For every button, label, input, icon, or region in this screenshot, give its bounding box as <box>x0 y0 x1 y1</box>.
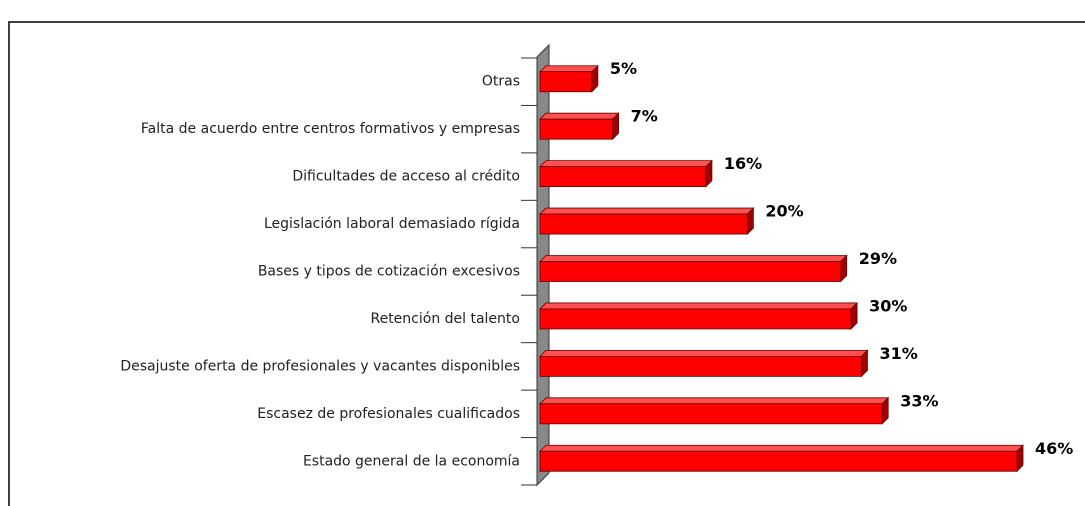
bar <box>539 64 599 93</box>
bar <box>539 444 1024 473</box>
value-label: 33% <box>900 391 938 410</box>
category-label: Estado general de la economía <box>303 453 520 469</box>
bar-face <box>539 349 869 357</box>
bar <box>539 159 713 188</box>
bar-face <box>539 355 862 377</box>
bar <box>539 301 859 330</box>
bar-face <box>539 160 713 168</box>
bar-face <box>539 166 707 188</box>
value-label: 16% <box>724 154 762 173</box>
value-label: 20% <box>765 202 803 221</box>
value-label: 7% <box>631 107 658 126</box>
bar-face <box>539 261 842 282</box>
bar-face <box>539 403 883 425</box>
value-label: 29% <box>859 249 897 268</box>
bar-face <box>539 213 748 235</box>
category-label: Desajuste oferta de profesionales y vaca… <box>120 358 520 374</box>
bar-face <box>539 397 890 405</box>
value-label: 46% <box>1035 439 1073 458</box>
value-label: 31% <box>879 344 917 363</box>
bar-face <box>539 207 755 215</box>
bar-face <box>539 71 593 93</box>
bar <box>539 112 620 141</box>
bar-face <box>539 112 620 120</box>
bar-face <box>539 444 1024 452</box>
category-label: Falta de acuerdo entre centros formativo… <box>141 121 520 137</box>
value-label: 30% <box>869 296 907 315</box>
bar <box>539 396 890 425</box>
category-label: Legislación laboral demasiado rígida <box>264 216 520 232</box>
bar <box>539 207 755 236</box>
category-label: Dificultades de acceso al crédito <box>292 169 520 185</box>
title-band <box>0 0 1085 18</box>
bar-face <box>539 118 613 140</box>
category-label: Retención del talento <box>370 311 520 327</box>
bar <box>539 349 869 378</box>
category-label: Escasez de profesionales cualificados <box>257 406 520 422</box>
bar-face <box>539 255 848 262</box>
value-label: 5% <box>610 59 637 78</box>
bar-face <box>539 450 1018 472</box>
bar-face <box>539 308 852 330</box>
bar <box>539 254 848 283</box>
category-label: Bases y tipos de cotización excesivos <box>258 264 520 280</box>
frame <box>8 21 1085 506</box>
category-label: Otras <box>482 74 520 90</box>
bar-face <box>539 302 859 310</box>
bar-face <box>539 65 599 73</box>
